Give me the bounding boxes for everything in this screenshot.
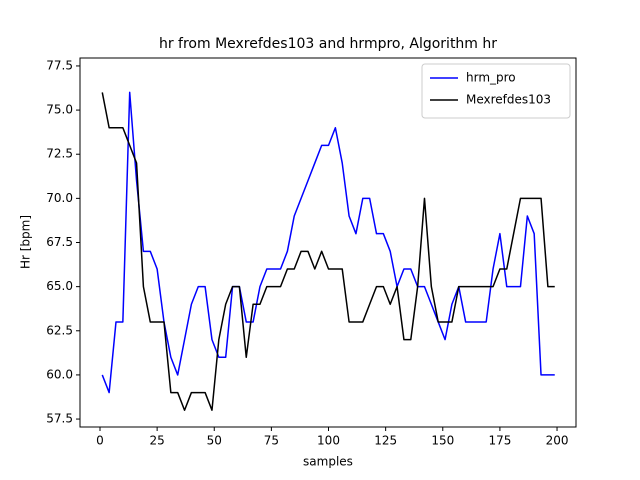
x-tick-label: 125 bbox=[374, 434, 397, 448]
y-tick-label: 75.0 bbox=[46, 103, 73, 117]
y-tick-label: 62.5 bbox=[46, 323, 73, 337]
y-tick-label: 57.5 bbox=[46, 412, 73, 426]
x-tick-label: 100 bbox=[317, 434, 340, 448]
x-axis-label: samples bbox=[303, 455, 353, 469]
x-tick-label: 200 bbox=[546, 434, 569, 448]
chart-title: hr from Mexrefdes103 and hrmpro, Algorit… bbox=[159, 36, 497, 52]
legend-label: Mexrefdes103 bbox=[466, 93, 551, 107]
y-tick-label: 77.5 bbox=[46, 58, 73, 72]
x-tick-label: 175 bbox=[488, 434, 511, 448]
x-tick-label: 25 bbox=[149, 434, 164, 448]
y-tick-label: 67.5 bbox=[46, 235, 73, 249]
legend-label: hrm_pro bbox=[466, 71, 516, 85]
y-tick-label: 65.0 bbox=[46, 279, 73, 293]
y-axis-label: Hr [bpm] bbox=[19, 215, 33, 269]
x-tick-label: 150 bbox=[431, 434, 454, 448]
series-line bbox=[101, 91, 555, 394]
y-tick-label: 60.0 bbox=[46, 367, 73, 381]
plot-frame bbox=[79, 57, 577, 428]
x-tick-label: 75 bbox=[264, 434, 279, 448]
series-line bbox=[101, 92, 555, 411]
y-tick-label: 72.5 bbox=[46, 147, 73, 161]
legend-box bbox=[421, 63, 571, 119]
y-tick-label: 70.0 bbox=[46, 191, 73, 205]
x-tick-label: 50 bbox=[207, 434, 222, 448]
x-tick-label: 0 bbox=[96, 434, 104, 448]
